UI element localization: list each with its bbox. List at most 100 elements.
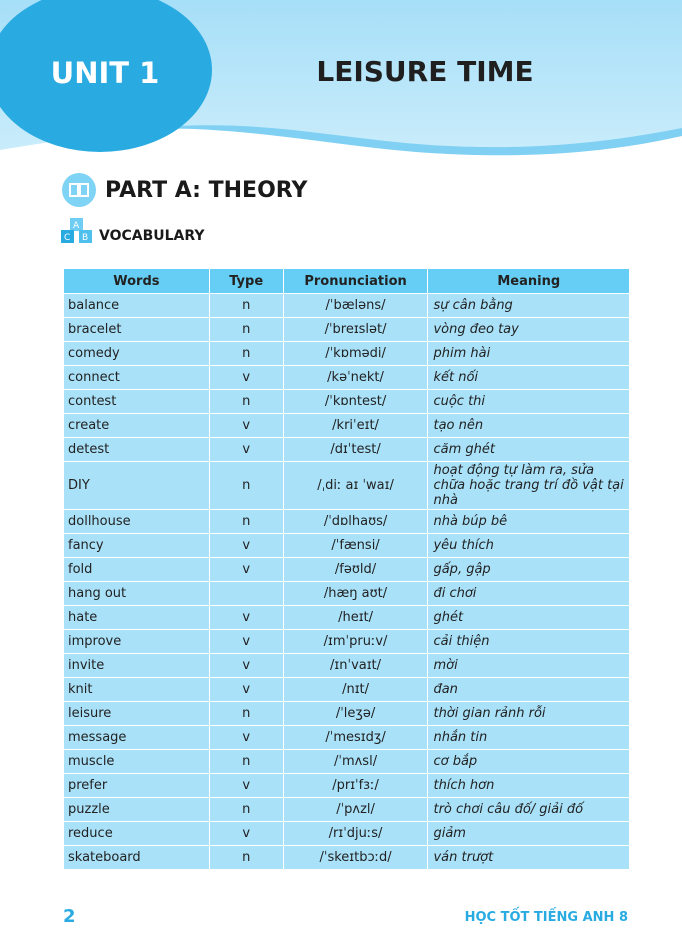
cell-meaning: thời gian rảnh rỗi xyxy=(427,701,630,726)
cell-type: v xyxy=(208,533,284,558)
cell-meaning: sự cân bằng xyxy=(427,293,630,318)
cell-pronunciation: /ɪmˈpruːv/ xyxy=(282,629,429,654)
cell-meaning: đi chơi xyxy=(427,581,630,606)
cell-word: leisure xyxy=(63,701,210,726)
cell-pronunciation: /dɪˈtest/ xyxy=(282,437,429,462)
column-header-words: Words xyxy=(63,268,210,294)
cell-meaning: mời xyxy=(427,653,630,678)
cell-type: v xyxy=(208,437,284,462)
book-title: HỌC TỐT TIẾNG ANH 8 xyxy=(464,910,628,925)
table-row: prefer v/prɪˈfɜː/thích hơn xyxy=(63,773,630,798)
cell-type: n xyxy=(208,317,284,342)
table-row: improve v/ɪmˈpruːv/cải thiện xyxy=(63,629,630,654)
book-icon xyxy=(62,173,96,207)
table-row: hate v/heɪt/ghét xyxy=(63,605,630,630)
cell-word: fold xyxy=(63,557,210,582)
cell-word: connect xyxy=(63,365,210,390)
cell-meaning: cải thiện xyxy=(427,629,630,654)
cell-meaning: phim hài xyxy=(427,341,630,366)
cell-pronunciation: /ˈleʒə/ xyxy=(282,701,429,726)
cell-pronunciation: /prɪˈfɜː/ xyxy=(282,773,429,798)
cell-type: n xyxy=(208,749,284,774)
cell-word: invite xyxy=(63,653,210,678)
cell-type: v xyxy=(208,365,284,390)
table-row: dollhouse n/ˈdɒlhaʊs/nhà búp bê xyxy=(63,509,630,534)
cell-meaning: thích hơn xyxy=(427,773,630,798)
svg-text:B: B xyxy=(82,233,88,243)
banner-wave xyxy=(0,0,682,156)
cell-word: muscle xyxy=(63,749,210,774)
cell-type: n xyxy=(208,797,284,822)
cell-meaning: gấp, gập xyxy=(427,557,630,582)
cell-meaning: nhắn tin xyxy=(427,725,630,750)
cell-word: puzzle xyxy=(63,797,210,822)
cell-type: n xyxy=(208,341,284,366)
table-row: detest v/dɪˈtest/căm ghét xyxy=(63,437,630,462)
cell-meaning: giảm xyxy=(427,821,630,846)
cell-pronunciation: /ˈfænsi/ xyxy=(282,533,429,558)
cell-pronunciation: /ˈbæləns/ xyxy=(282,293,429,318)
cell-meaning: ván trượt xyxy=(427,845,630,870)
cell-meaning: yêu thích xyxy=(427,533,630,558)
table-row: puzzle n/ˈpʌzl/trò chơi câu đố/ giải đố xyxy=(63,797,630,822)
cell-word: improve xyxy=(63,629,210,654)
cell-meaning: ghét xyxy=(427,605,630,630)
cell-word: prefer xyxy=(63,773,210,798)
cell-meaning: cuộc thi xyxy=(427,389,630,414)
table-row: bracelet n/ˈbreɪslət/vòng đeo tay xyxy=(63,317,630,342)
cell-word: knit xyxy=(63,677,210,702)
column-header-meaning: Meaning xyxy=(427,268,630,294)
cell-type: v xyxy=(208,677,284,702)
cell-type: n xyxy=(208,461,284,510)
table-row: DIY n/ˌdiː aɪ ˈwaɪ/hoạt động tự làm ra, s… xyxy=(63,461,630,510)
cell-word: fancy xyxy=(63,533,210,558)
cell-meaning: tạo nên xyxy=(427,413,630,438)
cell-pronunciation: /ˈpʌzl/ xyxy=(282,797,429,822)
cell-type: v xyxy=(208,773,284,798)
table-row: hang out/hæŋ aʊt/đi chơi xyxy=(63,581,630,606)
cell-type: n xyxy=(208,389,284,414)
cell-meaning: căm ghét xyxy=(427,437,630,462)
table-row: comedy n/ˈkɒmədi/phim hài xyxy=(63,341,630,366)
table-row: contest n/ˈkɒntest/cuộc thi xyxy=(63,389,630,414)
cell-pronunciation: /heɪt/ xyxy=(282,605,429,630)
cell-meaning: vòng đeo tay xyxy=(427,317,630,342)
cell-pronunciation: /nɪt/ xyxy=(282,677,429,702)
cell-word: balance xyxy=(63,293,210,318)
table-row: knit v/nɪt/đan xyxy=(63,677,630,702)
cell-pronunciation: /ˈmʌsl/ xyxy=(282,749,429,774)
table-row: leisure n/ˈleʒə/thời gian rảnh rỗi xyxy=(63,701,630,726)
cell-meaning: hoạt động tự làm ra, sửa chữa hoặc trang… xyxy=(427,461,630,510)
svg-text:C: C xyxy=(64,233,70,243)
unit-label: UNIT 1 xyxy=(50,56,160,90)
cell-word: skateboard xyxy=(63,845,210,870)
table-row: fancy v/ˈfænsi/yêu thích xyxy=(63,533,630,558)
cell-word: contest xyxy=(63,389,210,414)
cell-type: v xyxy=(208,629,284,654)
cell-meaning: kết nối xyxy=(427,365,630,390)
table-row: balance n/ˈbæləns/sự cân bằng xyxy=(63,293,630,318)
part-title: PART A: THEORY xyxy=(105,177,308,203)
table-row: skateboard n/ˈskeɪtbɔːd/ván trượt xyxy=(63,845,630,870)
cell-word: message xyxy=(63,725,210,750)
cell-type: v xyxy=(208,821,284,846)
cell-type xyxy=(208,581,284,606)
svg-text:A: A xyxy=(73,221,80,231)
cell-word: DIY xyxy=(63,461,210,510)
header-banner xyxy=(0,0,682,170)
cell-type: v xyxy=(208,413,284,438)
cell-pronunciation: /ɪnˈvaɪt/ xyxy=(282,653,429,678)
table-row: fold v/fəʊld/gấp, gập xyxy=(63,557,630,582)
cell-pronunciation: /hæŋ aʊt/ xyxy=(282,581,429,606)
table-row: invite v/ɪnˈvaɪt/mời xyxy=(63,653,630,678)
cell-type: n xyxy=(208,509,284,534)
cell-pronunciation: /ˈbreɪslət/ xyxy=(282,317,429,342)
cell-word: create xyxy=(63,413,210,438)
cell-meaning: cơ bắp xyxy=(427,749,630,774)
cell-pronunciation: /kəˈnekt/ xyxy=(282,365,429,390)
cell-type: n xyxy=(208,701,284,726)
cell-type: v xyxy=(208,605,284,630)
part-heading: PART A: THEORY xyxy=(62,173,307,207)
cell-word: bracelet xyxy=(63,317,210,342)
